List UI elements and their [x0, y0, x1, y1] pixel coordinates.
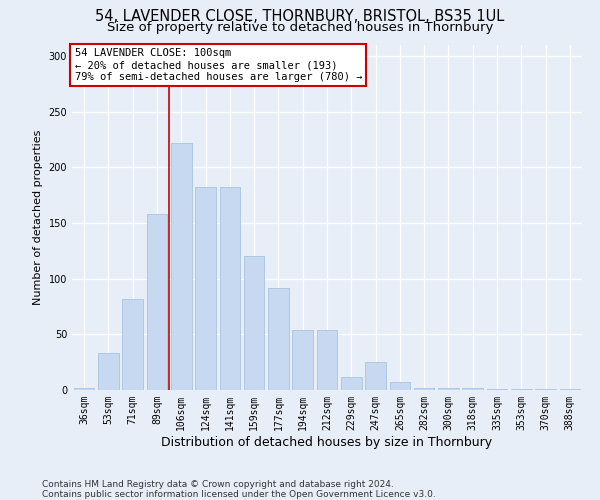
Bar: [195, 188, 216, 390]
Bar: [511, 389, 532, 390]
Bar: [389, 382, 410, 390]
Bar: [438, 388, 459, 390]
Bar: [560, 389, 580, 390]
Bar: [122, 298, 143, 390]
Bar: [535, 389, 556, 390]
Bar: [146, 214, 167, 390]
Bar: [74, 388, 94, 390]
Bar: [365, 362, 386, 390]
Bar: [171, 143, 191, 390]
Bar: [317, 330, 337, 390]
Text: Size of property relative to detached houses in Thornbury: Size of property relative to detached ho…: [107, 21, 493, 34]
Bar: [292, 330, 313, 390]
Bar: [414, 388, 434, 390]
Bar: [487, 389, 508, 390]
Bar: [98, 354, 119, 390]
Text: 54, LAVENDER CLOSE, THORNBURY, BRISTOL, BS35 1UL: 54, LAVENDER CLOSE, THORNBURY, BRISTOL, …: [95, 9, 505, 24]
Text: 54 LAVENDER CLOSE: 100sqm
← 20% of detached houses are smaller (193)
79% of semi: 54 LAVENDER CLOSE: 100sqm ← 20% of detac…: [74, 48, 362, 82]
Y-axis label: Number of detached properties: Number of detached properties: [33, 130, 43, 305]
Bar: [220, 188, 240, 390]
Bar: [463, 388, 483, 390]
Text: Contains HM Land Registry data © Crown copyright and database right 2024.
Contai: Contains HM Land Registry data © Crown c…: [42, 480, 436, 499]
X-axis label: Distribution of detached houses by size in Thornbury: Distribution of detached houses by size …: [161, 436, 493, 448]
Bar: [341, 376, 362, 390]
Bar: [268, 288, 289, 390]
Bar: [244, 256, 265, 390]
